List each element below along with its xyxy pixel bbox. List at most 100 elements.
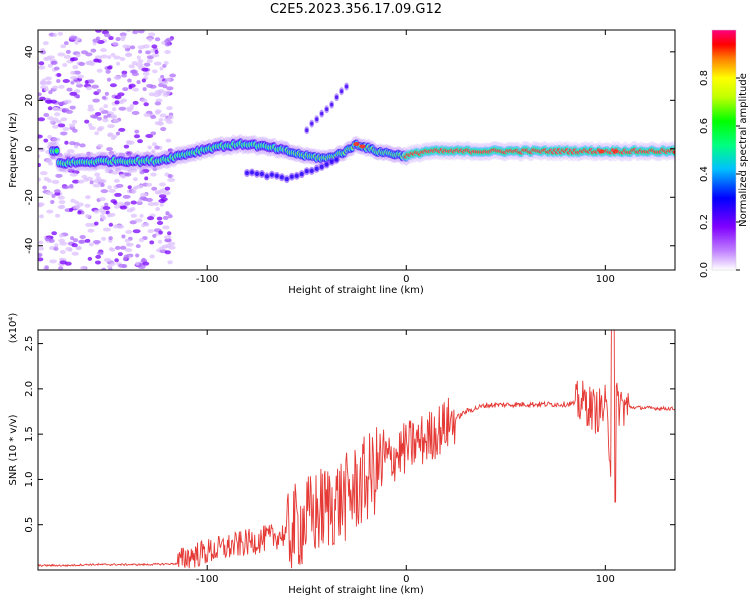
heatmap-noise-cell: [76, 153, 81, 158]
heatmap-track-cell: [299, 171, 304, 177]
heatmap-noise-cell: [147, 37, 153, 42]
heatmap-noise-cell: [60, 44, 67, 49]
heatmap-noise-cell: [112, 107, 117, 112]
heatmap-noise-cell: [42, 41, 49, 46]
heatmap-noise-cell: [122, 194, 131, 199]
heatmap-noise-cell: [62, 127, 70, 132]
heatmap-noise-cell: [116, 224, 125, 229]
heatmap-noise-cell: [72, 179, 80, 184]
heatmap-noise-cell: [165, 211, 170, 216]
heatmap-noise-cell: [112, 119, 120, 124]
heatmap-track-cell: [334, 157, 339, 162]
heatmap-noise-cell: [126, 152, 132, 157]
heatmap-noise-cell: [136, 55, 141, 60]
heatmap-noise-cell: [119, 245, 127, 250]
heatmap-noise-cell: [121, 70, 128, 75]
heatmap-track-cell: [264, 174, 269, 179]
heatmap-noise-cell: [92, 183, 101, 188]
heatmap-noise-cell: [149, 240, 155, 245]
heatmap-noise-cell: [155, 98, 163, 103]
heatmap-noise-cell: [69, 184, 74, 189]
heatmap-track-cell: [304, 169, 309, 174]
heatmap-noise-cell: [39, 171, 48, 176]
heatmap-noise-cell: [104, 91, 109, 96]
heatmap-noise-cell: [57, 52, 66, 57]
heatmap-noise-cell: [44, 56, 52, 61]
heatmap-noise-cell: [70, 198, 76, 203]
heatmap-noise-cell: [115, 183, 124, 188]
heatmap-noise-cell: [77, 179, 85, 184]
heatmap-noise-cell: [51, 194, 56, 199]
heatmap-noise-cell: [70, 70, 76, 75]
heatmap-noise-cell: [96, 116, 102, 121]
heatmap-noise-cell: [126, 108, 133, 113]
heatmap-noise-cell: [51, 137, 58, 142]
heatmap-noise-cell: [93, 221, 99, 226]
heatmap-noise-cell: [95, 176, 102, 181]
colorbar-frame: [711, 29, 737, 271]
heatmap-noise-cell: [57, 101, 66, 106]
heatmap-noise-cell: [79, 143, 86, 148]
heatmap-noise-cell: [88, 126, 96, 131]
heatmap-noise-cell: [72, 238, 79, 243]
heatmap-noise-cell: [52, 124, 59, 129]
heatmap-track-cell: [294, 173, 299, 179]
heatmap-noise-cell: [147, 229, 154, 234]
heatmap-noise-cell: [101, 95, 107, 100]
heatmap-noise-cell: [168, 241, 176, 246]
heatmap-noise-cell: [153, 61, 162, 66]
heatmap-track-cell: [259, 171, 264, 177]
heatmap-noise-cell: [152, 69, 158, 74]
heatmap-noise-cell: [113, 75, 122, 80]
heatmap-noise-cell: [38, 202, 45, 207]
heatmap-peak-cell: [359, 144, 366, 149]
heatmap-track-cell: [54, 149, 59, 153]
heatmap-noise-cell: [131, 72, 139, 77]
heatmap-noise-cell: [84, 238, 91, 243]
heatmap-noise-cell: [43, 176, 50, 181]
heatmap-noise-cell: [77, 74, 84, 79]
heatmap-noise-cell: [141, 78, 146, 83]
heatmap-noise-cell: [114, 204, 120, 209]
heatmap-track-cell: [314, 166, 319, 171]
colorbar-tick-label: 0.0: [699, 262, 710, 278]
spectrogram-y-ticks: -40 -20 0 20 40: [24, 45, 675, 254]
heatmap-noise-cell: [114, 100, 120, 105]
heatmap-noise-cell: [158, 83, 164, 88]
heatmap-noise-cell: [126, 30, 131, 33]
heatmap-noise-cell: [76, 81, 81, 86]
heatmap-noise-cell: [152, 167, 158, 172]
heatmap-noise-cell: [93, 209, 100, 214]
heatmap-noise-cell: [38, 163, 41, 168]
heatmap-noise-cell: [106, 147, 114, 152]
heatmap-noise-cell: [143, 112, 152, 117]
heatmap-noise-cell: [167, 231, 172, 236]
heatmap-noise-cell: [165, 138, 172, 143]
heatmap-noise-cell: [45, 159, 53, 164]
heatmap-noise-cell: [47, 134, 53, 139]
heatmap-noise-cell: [51, 231, 57, 236]
heatmap-noise-cell: [132, 87, 140, 92]
heatmap-noise-cell: [141, 223, 146, 228]
heatmap-noise-cell: [107, 185, 112, 190]
heatmap-noise-cell: [122, 44, 130, 49]
figure-title: C2E5.2023.356.17.09.G12: [270, 2, 442, 17]
heatmap-noise-cell: [60, 117, 68, 122]
heatmap-noise-cell: [101, 236, 107, 241]
colorbar-gradient: [712, 30, 736, 270]
heatmap-noise-cell: [103, 115, 108, 120]
heatmap-noise-cell: [56, 73, 62, 78]
heatmap-track-cell: [339, 89, 344, 94]
heatmap-noise-cell: [92, 38, 100, 43]
heatmap-noise-cell: [84, 119, 90, 124]
heatmap-noise-cell: [135, 244, 141, 249]
heatmap-noise-cell: [88, 79, 95, 84]
y-tick-label: 2.0: [24, 381, 35, 397]
heatmap-noise-cell: [47, 106, 53, 111]
heatmap-noise-cell: [129, 220, 137, 225]
heatmap-noise-cell: [99, 107, 105, 112]
heatmap-peak-cell: [353, 141, 360, 146]
heatmap-track-cell: [284, 176, 289, 182]
heatmap-noise-cell: [50, 199, 55, 204]
heatmap-noise-cell: [169, 73, 177, 78]
